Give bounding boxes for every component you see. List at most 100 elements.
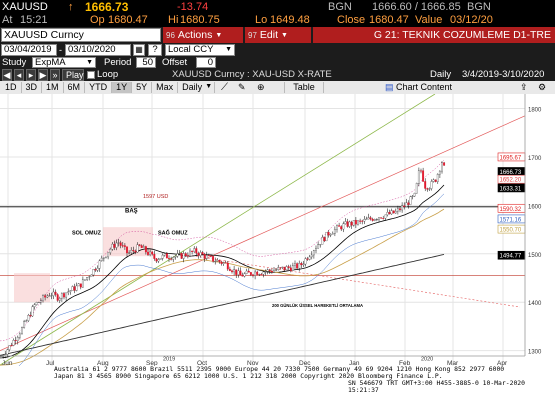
period-1m[interactable]: 1M xyxy=(42,82,64,93)
loop-checkbox[interactable] xyxy=(87,70,95,79)
candle-body xyxy=(243,273,246,277)
candle-body xyxy=(319,244,322,246)
candle-body xyxy=(105,256,107,258)
price-tag-label: 1550.70 xyxy=(500,228,522,234)
candle-body xyxy=(172,257,175,260)
candle-body xyxy=(6,349,9,355)
candle-body xyxy=(239,270,242,276)
candle-body xyxy=(352,220,355,226)
candle-body xyxy=(226,262,229,270)
step-forward-button[interactable]: ▸ xyxy=(26,68,36,81)
step-back-button[interactable]: ◂ xyxy=(14,68,24,81)
export-icon[interactable]: ⇪ xyxy=(520,82,528,92)
range-help-button[interactable]: ? xyxy=(148,43,162,56)
candle-body xyxy=(35,302,38,305)
currency-select[interactable]: Local CCY ▼ xyxy=(165,43,235,56)
rewind-button[interactable]: ◀ xyxy=(2,68,12,81)
offset-input[interactable]: 0 xyxy=(196,56,216,68)
candle-body xyxy=(178,253,181,254)
candle-body xyxy=(163,253,166,256)
candle-body xyxy=(249,272,252,275)
ema-200-line xyxy=(0,253,445,356)
candle-body xyxy=(329,234,332,236)
candle-body xyxy=(136,244,139,253)
candle-body xyxy=(277,267,280,270)
candle-body xyxy=(218,260,221,263)
edit-number: 97 xyxy=(248,30,257,40)
study-value: ExpMA xyxy=(35,56,66,68)
period-input[interactable]: 50 xyxy=(136,56,156,68)
period-1d[interactable]: 1D xyxy=(1,82,22,93)
actions-menu[interactable]: 96 Actions ▼ xyxy=(163,27,243,43)
candle-body xyxy=(147,251,149,255)
fast-forward-button[interactable]: » xyxy=(50,68,60,81)
candle-body xyxy=(94,269,97,271)
candle-body xyxy=(315,248,317,251)
edit-menu[interactable]: 97 Edit ▼ xyxy=(245,27,311,43)
y-tick-label: 1700 xyxy=(528,156,542,162)
annotate-tool-icon[interactable]: ✎ xyxy=(238,82,246,92)
period-ytd[interactable]: YTD xyxy=(85,82,113,93)
forward-button[interactable]: ▶ xyxy=(38,68,48,81)
candle-body xyxy=(333,229,336,234)
play-button[interactable]: Play xyxy=(62,68,84,81)
candle-body xyxy=(235,269,238,275)
range-separator: - xyxy=(59,44,62,55)
candle-body xyxy=(415,183,418,194)
price-chart[interactable]: BAŞ SOL OMUZ SAĞ OMUZ 1597 USD 200 GÜNLÜK ÜS… xyxy=(0,93,555,376)
candle-body xyxy=(88,276,91,278)
frequency-select[interactable]: Daily ▼ xyxy=(178,82,216,93)
period-6m[interactable]: 6M xyxy=(64,82,86,93)
candle-body xyxy=(29,315,32,317)
candle-body xyxy=(407,202,410,205)
y-tick-label: 1500 xyxy=(528,253,542,259)
candle-body xyxy=(254,271,257,276)
chart-content-button[interactable]: ▤ Chart Content xyxy=(385,82,452,93)
candle-body xyxy=(0,356,2,359)
candle-body xyxy=(16,337,19,341)
zoom-tool-icon[interactable]: ⊕ xyxy=(257,82,265,92)
line-tool-icon[interactable]: ⟋ xyxy=(221,82,228,93)
period-max[interactable]: Max xyxy=(152,82,179,93)
price-tag-label: 1652.20 xyxy=(500,178,522,184)
settings-icon[interactable]: ⚙ xyxy=(538,82,547,92)
candle-body xyxy=(109,249,112,253)
candle-body xyxy=(23,321,26,328)
period-label: Period xyxy=(104,56,132,68)
candle-body xyxy=(48,295,51,297)
open-value: 1680.47 xyxy=(108,14,148,26)
quote-time: 15:21 xyxy=(20,14,48,26)
period-3d[interactable]: 3D xyxy=(22,82,43,93)
value-label: Value xyxy=(415,14,443,26)
footer-line-2: Japan 81 3 4565 8900 Singapore 65 6212 1… xyxy=(54,372,443,380)
end-date-input[interactable]: 03/10/2020 xyxy=(65,43,131,56)
candle-body xyxy=(375,219,378,221)
candle-body xyxy=(191,250,194,252)
chart-annotations: BAŞ SOL OMUZ SAĞ OMUZ 1597 USD 200 GÜNLÜK ÜS… xyxy=(72,152,526,308)
candle-body xyxy=(168,257,170,259)
security-input[interactable]: XAUUSD Curncy xyxy=(1,28,161,42)
period-5y[interactable]: 5Y xyxy=(132,82,153,93)
candle-body xyxy=(392,210,395,214)
candle-body xyxy=(260,274,263,275)
annotation-ma-note: 200 GÜNLÜK ÜSSEL HAREKETLİ ORTALAMA xyxy=(272,303,363,308)
calendar-icon[interactable]: ▦ xyxy=(133,43,145,56)
close-value: 1680.47 xyxy=(369,14,409,26)
candle-body xyxy=(430,181,433,189)
candle-body xyxy=(384,214,387,219)
start-date-input[interactable]: 03/04/2019 xyxy=(1,43,57,56)
candle-body xyxy=(33,304,36,307)
period-1y[interactable]: 1Y xyxy=(112,82,133,93)
candle-body xyxy=(176,253,179,257)
candle-body xyxy=(317,244,320,249)
chart-candles xyxy=(0,161,446,359)
trendline-green xyxy=(0,93,436,366)
candle-body xyxy=(443,162,446,166)
table-button[interactable]: Table xyxy=(284,82,324,93)
candle-body xyxy=(50,295,53,297)
study-select[interactable]: ExpMA ▼ xyxy=(32,56,96,68)
candle-body xyxy=(399,208,401,211)
candle-body xyxy=(350,221,353,226)
candle-body xyxy=(75,285,78,291)
actions-dropdown-icon: ▼ xyxy=(215,31,223,39)
